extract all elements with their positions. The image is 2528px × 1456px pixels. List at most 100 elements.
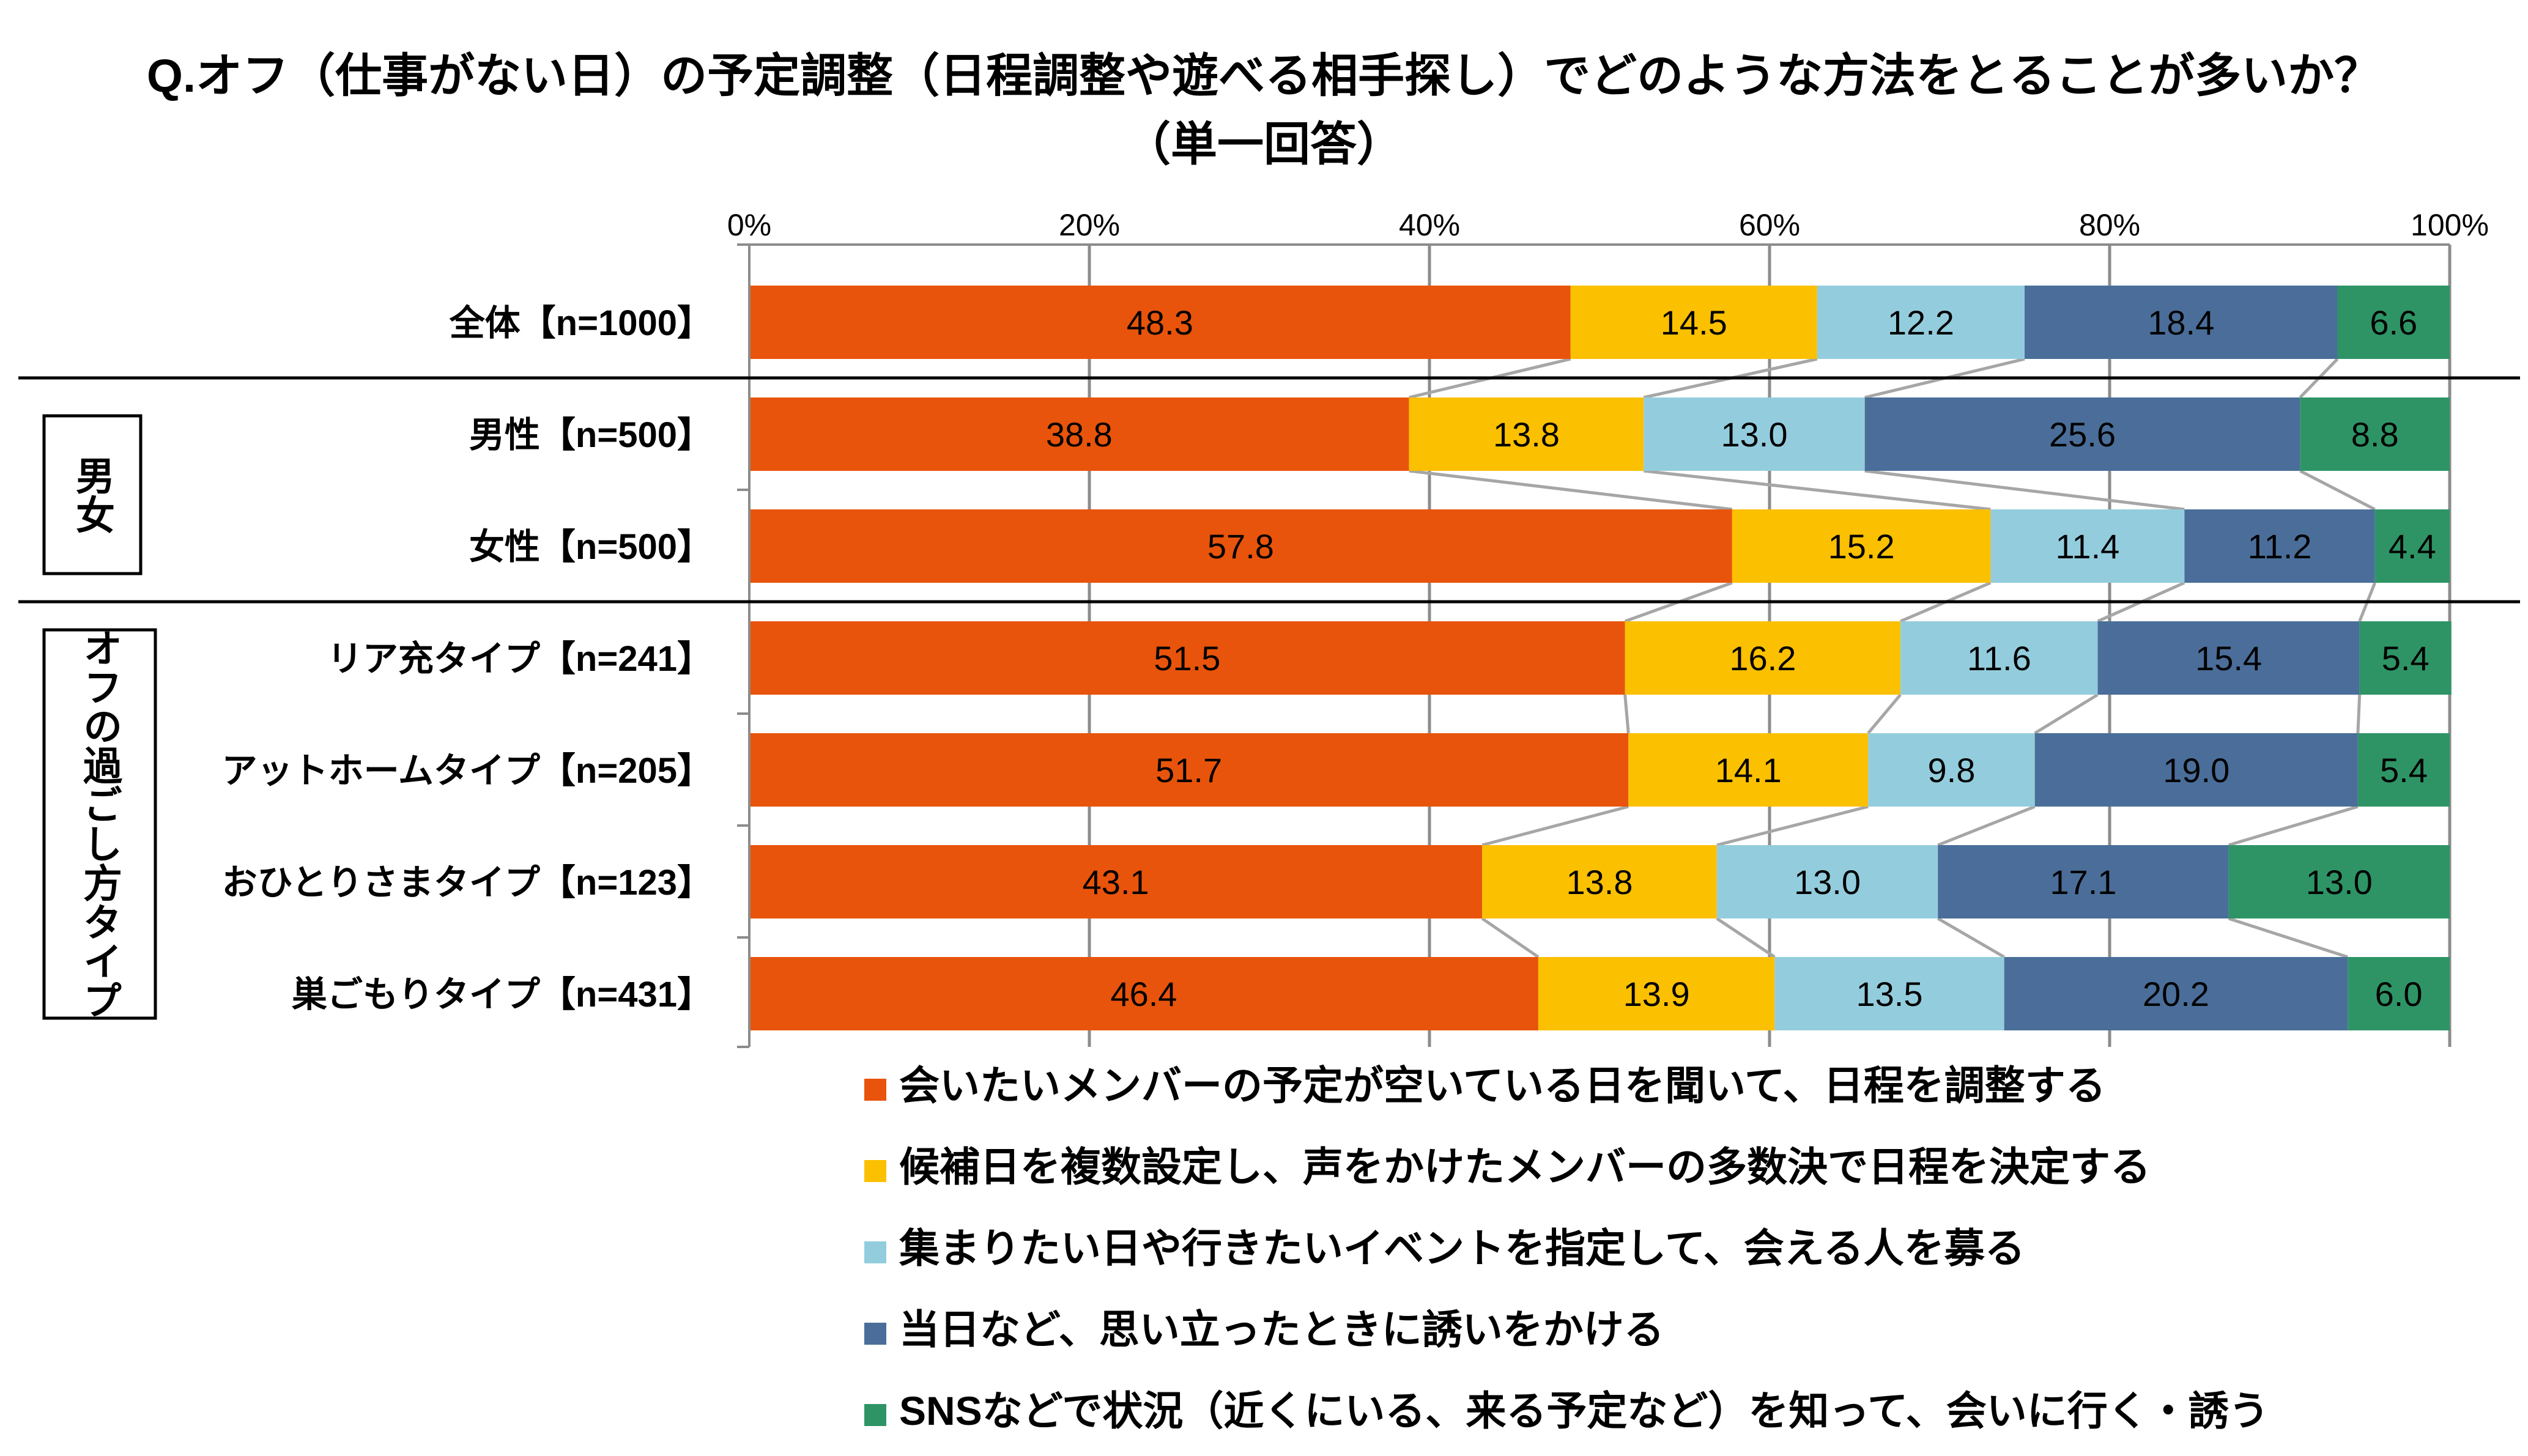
series-connector-line (1623, 694, 1630, 734)
data-label: 13.8 (1566, 863, 1633, 901)
series-connector-line (1716, 805, 1869, 847)
bar-segment (749, 733, 1629, 807)
data-label: 14.5 (1661, 303, 1727, 342)
chart-title-line2: （単一回答） (1124, 119, 1403, 171)
data-label: 11.6 (1967, 639, 2031, 678)
bar-segment (1409, 397, 1644, 471)
bar-segment (749, 286, 1571, 359)
bars: 48.3 14.5 12.2 18.4 6.6 38.8 13.8 13.0 25.6 8.8 57… (749, 286, 2452, 1030)
group-label-gender: 男女 (70, 456, 115, 534)
data-label: 13.5 (1856, 975, 1922, 1013)
category-label: リア充タイプ【n=241】 (327, 639, 713, 679)
data-label: 25.6 (2049, 415, 2116, 454)
bar-segment (1868, 733, 2035, 807)
group-frames: 男女 オフの過ごし方タイプ (42, 414, 157, 1020)
data-label: 57.8 (1207, 527, 1274, 566)
bar-segment (2034, 733, 2358, 807)
bar-segment (2025, 286, 2338, 359)
bar-segment (749, 509, 1732, 583)
bar-segment (1538, 957, 1775, 1030)
x-tick-label: 40% (1399, 208, 1460, 242)
series-connector-line (2299, 469, 2376, 511)
bar-segment (1900, 621, 2098, 695)
category-label: 全体【n=1000】 (449, 303, 713, 343)
series-connector-line (1716, 917, 1776, 959)
category-label: 男性【n=500】 (469, 415, 713, 455)
data-label: 6.6 (2370, 303, 2417, 342)
bar-segment (1774, 957, 2004, 1030)
data-label: 51.7 (1155, 751, 1222, 789)
data-label: 38.8 (1046, 415, 1113, 454)
bar-segment (1716, 845, 1938, 918)
legend-swatch (864, 1079, 886, 1101)
bar-segment (2300, 397, 2450, 471)
legend-label: 会いたいメンバーの予定が空いている日を聞いて、日程を調整する (899, 1063, 2106, 1108)
data-label: 43.1 (1083, 863, 1149, 901)
series-connector-line (1644, 469, 1991, 511)
data-label: 13.0 (1794, 863, 1861, 901)
data-label: 20.2 (2143, 975, 2209, 1013)
category-label: 女性【n=500】 (469, 527, 713, 567)
x-tick-label: 0% (727, 208, 771, 242)
bar-segment (749, 397, 1409, 471)
bar-segment (2337, 286, 2450, 359)
bar-segment (749, 621, 1625, 695)
bar-segment (1864, 397, 2300, 471)
x-tick-label: 20% (1059, 208, 1120, 242)
bar-segment (2348, 957, 2450, 1030)
data-label: 13.9 (1623, 975, 1690, 1013)
category-label: おひとりさまタイプ【n=123】 (222, 863, 713, 903)
data-label: 13.0 (1721, 415, 1787, 454)
series-connector-line (1864, 469, 2185, 511)
data-label: 11.2 (2248, 527, 2312, 566)
chart-title-line1: Q.オフ（仕事がない日）の予定調整（日程調整や遊べる相手探し）でどのような方法を… (147, 50, 2381, 102)
category-label: 巣ごもりタイプ【n=431】 (292, 975, 713, 1014)
legend-swatch (864, 1160, 886, 1182)
series-connector-line (2356, 694, 2362, 734)
data-label: 12.2 (1888, 303, 1954, 342)
series-connector-line (1481, 805, 1629, 847)
group-label-type: オフの過ごし方タイプ (78, 628, 122, 1019)
bar-segment (1570, 286, 1817, 359)
data-label: 18.4 (2148, 303, 2214, 342)
legend-label: 集まりたい日や行きたいイベントを指定して、会える人を募る (899, 1225, 2025, 1271)
bar-segment (2374, 509, 2450, 583)
series-connector-line (1867, 693, 1902, 734)
data-label: 15.4 (2195, 639, 2262, 678)
series-connector-line (2228, 917, 2348, 959)
data-label: 17.1 (2050, 863, 2116, 901)
bar-segment (1732, 509, 1991, 583)
data-label: 46.4 (1110, 975, 1177, 1013)
axes: 0% 20% 40% 60% 80% 100% 全体【n=1000】男性【n=500】女性【… (18, 208, 2520, 1048)
series-connector-line (2034, 693, 2099, 735)
group-box-gender (42, 414, 143, 575)
data-label: 13.8 (1493, 415, 1560, 454)
data-label: 51.5 (1154, 639, 1220, 678)
series-connector-line (1409, 469, 1733, 511)
data-label: 14.1 (1715, 751, 1782, 789)
x-tick-label: 80% (2079, 208, 2140, 242)
legend-label: 候補日を複数設定し、声をかけたメンバーの多数決で日程を決定する (899, 1144, 2151, 1189)
data-label: 6.0 (2375, 975, 2423, 1013)
data-label: 19.0 (2163, 751, 2230, 789)
bar-segment (2097, 621, 2360, 695)
series-connector-line (1937, 917, 2005, 959)
bar-segment (2228, 845, 2450, 918)
bar-segment (2004, 957, 2348, 1030)
series-connector-line (2228, 805, 2359, 847)
data-label: 9.8 (1928, 751, 1976, 789)
legend-swatch (864, 1323, 886, 1345)
bar-segment (1817, 286, 2025, 359)
data-label: 16.2 (1729, 639, 1796, 678)
data-label: 4.4 (2389, 527, 2436, 566)
x-tick-label: 100% (2411, 208, 2489, 242)
bar-segment (2184, 509, 2375, 583)
x-tick-label: 60% (1739, 208, 1800, 242)
bar-segment (1625, 621, 1901, 695)
bar-segment (749, 957, 1538, 1030)
bar-segment (1938, 845, 2229, 918)
bar-segment (1628, 733, 1869, 807)
legend-label: 当日など、思い立ったときに誘いをかける (899, 1307, 1664, 1352)
data-label: 5.4 (2380, 751, 2428, 789)
